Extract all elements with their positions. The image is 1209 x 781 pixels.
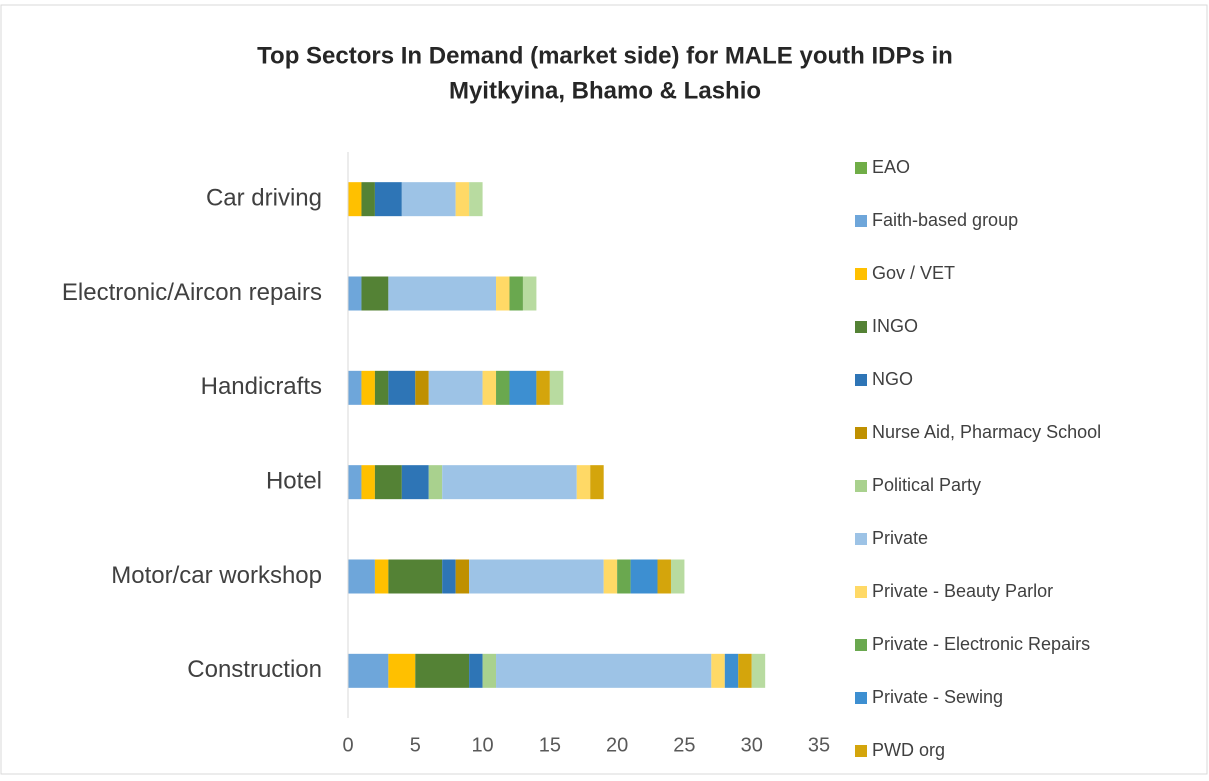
legend-label: Private	[872, 528, 928, 548]
legend-swatch	[855, 162, 867, 174]
bar-segment	[348, 653, 389, 688]
x-tick-label: 5	[410, 734, 421, 756]
bar-segment	[455, 182, 470, 217]
legend-label: Nurse Aid, Pharmacy School	[872, 422, 1101, 442]
bar-segment	[522, 276, 537, 311]
y-tick-label: Motor/car workshop	[111, 562, 322, 589]
bar-segment	[496, 653, 712, 688]
legend-swatch	[855, 427, 867, 439]
bar-segment	[374, 370, 389, 405]
bar-segment	[751, 653, 766, 688]
bar-segment	[738, 653, 752, 688]
bar-segment	[361, 465, 375, 500]
legend-label: Faith-based group	[872, 210, 1018, 230]
bar-segment	[348, 370, 362, 405]
y-tick-label: Car driving	[206, 185, 322, 212]
bar-segment	[617, 559, 631, 594]
y-tick-label: Electronic/Aircon repairs	[62, 279, 322, 306]
legend-label: NGO	[872, 369, 913, 389]
bar-segment	[442, 465, 577, 500]
bar-segment	[469, 653, 483, 688]
legend-swatch	[855, 586, 867, 598]
x-tick-label: 0	[342, 734, 353, 756]
legend-label: EAO	[872, 157, 910, 177]
x-tick-label: 35	[808, 734, 830, 756]
bar-segment	[455, 559, 470, 594]
legend-label: INGO	[872, 316, 918, 336]
legend-swatch	[855, 321, 867, 333]
legend-swatch	[855, 533, 867, 545]
bar-segment	[415, 370, 429, 405]
bar-segment	[469, 559, 604, 594]
legend-label: Private - Sewing	[872, 687, 1003, 707]
x-tick-label: 10	[471, 734, 493, 756]
legend-swatch	[855, 639, 867, 651]
bar-segment	[670, 559, 685, 594]
bar-segment	[509, 276, 523, 311]
bar-segment	[657, 559, 671, 594]
bar-segment	[374, 182, 402, 217]
bar-segment	[496, 276, 510, 311]
legend-swatch	[855, 692, 867, 704]
bar-segment	[401, 465, 429, 500]
legend-label: Political Party	[872, 475, 981, 495]
bar-segment	[361, 370, 375, 405]
chart-title: Myitkyina, Bhamo & Lashio	[449, 77, 761, 104]
chart-title: Top Sectors In Demand (market side) for …	[257, 42, 953, 69]
bar-segment	[388, 559, 443, 594]
bar-segment	[374, 465, 402, 500]
bar-segment	[348, 182, 362, 217]
bar-segment	[428, 465, 443, 500]
legend-swatch	[855, 374, 867, 386]
x-tick-label: 20	[606, 734, 628, 756]
bar-segment	[388, 276, 497, 311]
bar-segment	[482, 653, 497, 688]
bar-segment	[536, 370, 550, 405]
legend-label: Private - Beauty Parlor	[872, 581, 1053, 601]
bar-segment	[724, 653, 739, 688]
legend-label: Gov / VET	[872, 263, 955, 283]
bar-segment	[549, 370, 564, 405]
bar-segment	[442, 559, 456, 594]
bar-segment	[361, 182, 375, 217]
bar-segment	[576, 465, 591, 500]
bar-segment	[388, 653, 416, 688]
legend-swatch	[855, 745, 867, 757]
y-tick-label: Hotel	[266, 468, 322, 495]
bar-segment	[590, 465, 604, 500]
legend-swatch	[855, 215, 867, 227]
bar-segment	[469, 182, 483, 217]
x-tick-label: 15	[539, 734, 561, 756]
bar-segment	[348, 559, 375, 594]
bar-segment	[348, 276, 362, 311]
bar-segment	[374, 559, 389, 594]
x-tick-label: 30	[741, 734, 763, 756]
legend-label: PWD org	[872, 740, 945, 760]
bar-segment	[415, 653, 470, 688]
bar-segment	[388, 370, 416, 405]
y-tick-label: Handicrafts	[201, 373, 322, 400]
bar-segment	[361, 276, 389, 311]
legend-label: Private - Electronic Repairs	[872, 634, 1090, 654]
legend-swatch	[855, 268, 867, 280]
bar-segment	[482, 370, 497, 405]
legend-swatch	[855, 480, 867, 492]
bar-segment	[603, 559, 618, 594]
y-tick-label: Construction	[187, 656, 322, 683]
chart-border	[0, 4, 1208, 775]
bar-segment	[428, 370, 483, 405]
bar-segment	[630, 559, 658, 594]
x-tick-label: 25	[673, 734, 695, 756]
bar-segment	[496, 370, 510, 405]
bar-segment	[401, 182, 456, 217]
bar-segment	[711, 653, 725, 688]
bar-segment	[348, 465, 362, 500]
bar-segment	[509, 370, 537, 405]
